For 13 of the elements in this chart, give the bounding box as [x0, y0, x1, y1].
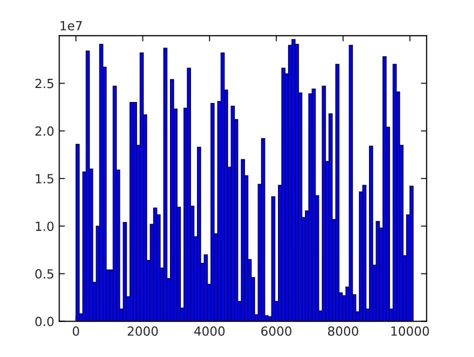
y-tick-label: 2.5 — [35, 78, 54, 88]
x-tick-label: 0 — [72, 326, 80, 336]
y-tick-label: 2.0 — [35, 126, 54, 136]
x-tick-label: 10000 — [391, 326, 429, 336]
x-tick-label: 6000 — [261, 326, 292, 336]
text: 1e7 — [60, 21, 82, 30]
y-tick-label: 1.5 — [36, 174, 54, 184]
y-tick-label: 1.0 — [36, 222, 54, 232]
x-tick-label: 4000 — [194, 326, 225, 336]
y-tick-label: 0.5 — [35, 269, 54, 279]
x-tick-label: 2000 — [128, 326, 158, 336]
y-tick-label: 0.0 — [35, 316, 54, 326]
x-tick-label: 8000 — [328, 326, 358, 336]
